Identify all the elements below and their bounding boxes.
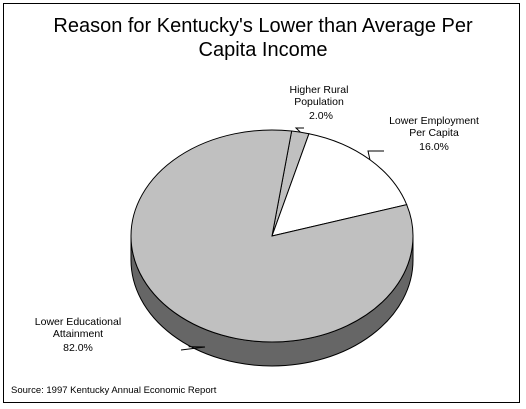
slice-value-2: 82.0%: [63, 342, 93, 354]
leader-lines: [180, 127, 384, 351]
chart-title: Reason for Kentucky's Lower than Average…: [0, 14, 526, 62]
slice-label-2-line-0: Lower Educational: [35, 316, 121, 328]
slice-label-1-line-1: Per Capita: [409, 127, 459, 139]
slice-value-0: 2.0%: [309, 110, 333, 122]
pie-slices: [130, 129, 414, 343]
pie-slice-2: [130, 129, 414, 343]
slice-value-1: 16.0%: [419, 141, 449, 153]
chart-title-line-1: Reason for Kentucky's Lower than Average…: [53, 15, 473, 37]
slice-label-2-line-1: Attainment: [53, 328, 103, 340]
source-note: Source: 1997 Kentucky Annual Economic Re…: [11, 385, 217, 396]
slice-label-1-line-0: Lower Employment: [389, 115, 479, 127]
pie-slice-1: [271, 133, 408, 237]
leader-line-1: [367, 150, 384, 160]
leader-line-0: [294, 127, 304, 133]
chart-title-line-2: Capita Income: [198, 39, 328, 61]
slice-label-0-line-1: Population: [294, 96, 344, 108]
slice-label-0-line-0: Higher Rural: [290, 84, 349, 96]
leader-line-2: [180, 346, 206, 351]
